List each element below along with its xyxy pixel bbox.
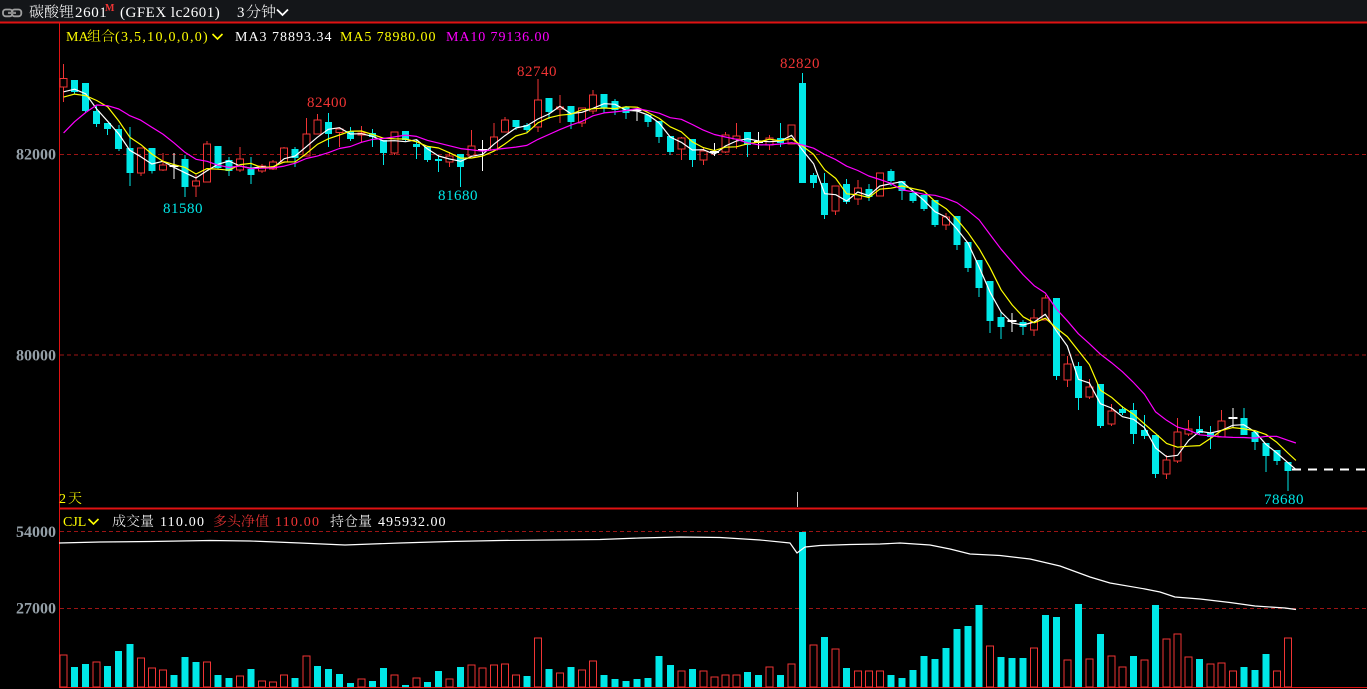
svg-text:495932.00: 495932.00	[378, 515, 447, 530]
svg-text:80000: 80000	[16, 348, 56, 365]
svg-text:3: 3	[237, 5, 245, 21]
svg-text:MA: MA	[66, 30, 89, 45]
svg-text:78680: 78680	[1264, 492, 1304, 508]
svg-text:82000: 82000	[16, 147, 56, 164]
svg-text:81680: 81680	[438, 188, 478, 204]
svg-text:MA10 79136.00: MA10 79136.00	[446, 30, 550, 45]
svg-text:(3,5,10,0,0,0): (3,5,10,0,0,0)	[115, 30, 209, 45]
svg-text:M: M	[105, 3, 115, 14]
svg-text:110.00: 110.00	[275, 515, 320, 530]
svg-text:MA5 78980.00: MA5 78980.00	[340, 30, 436, 45]
svg-text:CJL: CJL	[63, 515, 86, 530]
svg-text:82740: 82740	[517, 64, 557, 80]
svg-text:2601: 2601	[75, 5, 107, 21]
svg-text:81580: 81580	[163, 201, 203, 217]
svg-text:82820: 82820	[780, 56, 820, 72]
svg-text:110.00: 110.00	[160, 515, 205, 530]
svg-text:82400: 82400	[307, 95, 347, 111]
svg-text:27000: 27000	[16, 601, 56, 618]
svg-text:2: 2	[59, 492, 66, 507]
svg-text:MA3 78893.34: MA3 78893.34	[235, 30, 333, 45]
svg-text:(GFEX lc2601): (GFEX lc2601)	[120, 5, 220, 21]
svg-text:54000: 54000	[16, 524, 56, 541]
